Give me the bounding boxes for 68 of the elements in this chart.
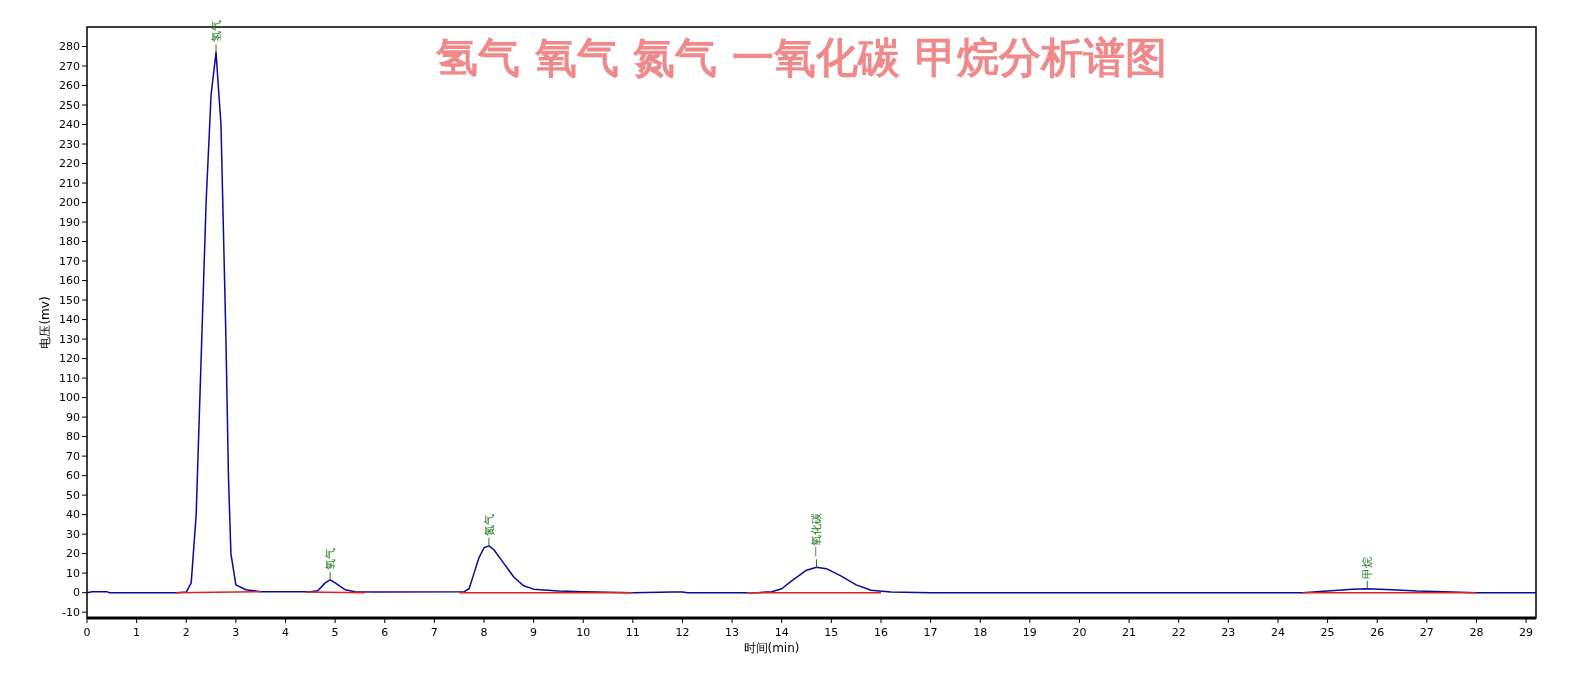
x-tick-label: 4	[281, 626, 289, 639]
y-tick-label: 90	[66, 410, 80, 424]
x-tick-label: 1	[133, 626, 141, 639]
x-tick-label: 8	[480, 626, 488, 639]
x-tick-label: 17	[923, 626, 938, 639]
y-tick-label: 100	[59, 391, 80, 405]
x-tick-label: 20	[1072, 626, 1087, 639]
x-tick-label: 15	[824, 626, 839, 639]
annotation: 氢气	[209, 20, 223, 43]
annotation: 氮气	[482, 513, 496, 536]
x-tick-label: 10	[576, 626, 591, 639]
x-tick-label: 9	[530, 626, 538, 639]
chart-title: 氢气 氧气 氮气 一氧化碳 甲烷分析谱图	[435, 33, 1167, 82]
y-tick-label: 250	[59, 98, 80, 112]
x-tick-label: 24	[1270, 626, 1285, 639]
y-tick-label: 20	[66, 547, 80, 561]
x-tick-label: 18	[973, 626, 988, 639]
x-tick-label: 16	[873, 626, 888, 639]
y-axis-title: 电压(mv)	[38, 296, 52, 349]
y-tick-label: 50	[66, 488, 80, 502]
y-tick-label: 280	[59, 40, 80, 54]
y-tick-label: 130	[59, 332, 80, 346]
y-tick-label: 220	[59, 157, 80, 171]
y-tick-label: 120	[59, 352, 80, 366]
x-tick-label: 28	[1469, 626, 1484, 639]
y-tick-label: 140	[59, 313, 80, 327]
annotation: 一氧化碳	[810, 513, 824, 558]
y-tick-label: 200	[59, 196, 80, 210]
y-tick-label: 70	[66, 449, 80, 463]
x-tick-label: 19	[1022, 626, 1037, 639]
x-tick-label: 0	[83, 626, 91, 639]
annotation: 甲烷	[1361, 556, 1375, 579]
x-tick-label: 2	[182, 626, 190, 639]
x-axis-title: 时间(min)	[743, 641, 800, 655]
y-tick-label: 190	[59, 215, 80, 229]
x-tick-label: 29	[1519, 626, 1534, 639]
x-tick-label: 11	[625, 626, 640, 639]
x-tick-label: 25	[1320, 626, 1335, 639]
y-tick-label: 240	[59, 118, 80, 132]
x-tick-label: 21	[1122, 626, 1137, 639]
x-tick-label: 26	[1370, 626, 1385, 639]
x-tick-label: 7	[430, 626, 438, 639]
y-tick-label: -10	[62, 606, 80, 619]
y-tick-label: 30	[66, 527, 80, 541]
y-tick-label: 110	[59, 371, 80, 385]
y-tick-label: 60	[66, 469, 80, 483]
y-tick-label: 150	[59, 293, 80, 307]
x-tick-label: 6	[381, 626, 389, 639]
x-tick-label: 5	[331, 626, 339, 639]
y-tick-label: 0	[73, 586, 80, 600]
y-tick-label: 180	[59, 235, 80, 249]
y-tick-label: 40	[66, 508, 80, 522]
y-tick-label: 230	[59, 137, 80, 151]
y-tick-label: 10	[66, 566, 80, 580]
x-tick-label: 3	[232, 626, 240, 639]
annotation: 氧气	[324, 547, 337, 570]
y-tick-label: 270	[59, 59, 80, 73]
y-tick-label: 260	[59, 79, 80, 93]
x-tick-label: 23	[1221, 626, 1236, 639]
x-tick-label: 13	[725, 626, 740, 639]
x-tick-label: 22	[1171, 626, 1186, 639]
y-tick-label: 80	[66, 430, 80, 444]
y-tick-label: 170	[59, 254, 80, 268]
x-tick-label: 27	[1419, 626, 1434, 639]
x-tick-label: 14	[774, 626, 789, 639]
y-tick-label: 160	[59, 274, 80, 288]
y-tick-label: 210	[59, 176, 80, 190]
x-tick-label: 12	[675, 626, 690, 639]
